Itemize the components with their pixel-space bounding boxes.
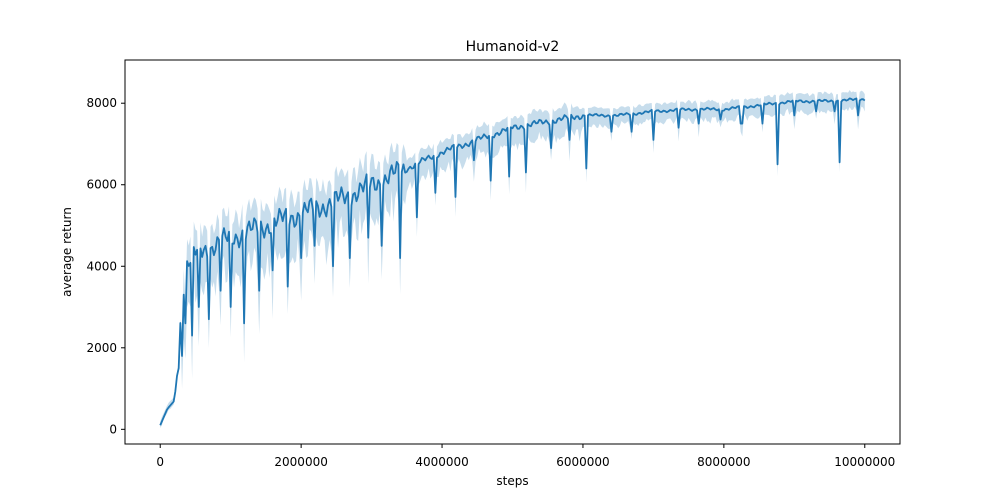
y-tick-label: 4000 bbox=[86, 259, 117, 273]
x-tick-label: 4000000 bbox=[415, 455, 468, 469]
y-tick-label: 6000 bbox=[86, 178, 117, 192]
confidence-band bbox=[160, 90, 865, 428]
y-tick-label: 0 bbox=[109, 422, 117, 436]
axis-ticks: 0 2000000 4000000 6000000 8000000 10000000 0 20… bbox=[86, 96, 895, 469]
x-axis-label: steps bbox=[496, 474, 528, 488]
chart-title: Humanoid-v2 bbox=[466, 39, 560, 55]
x-tick-label: 8000000 bbox=[697, 455, 750, 469]
x-tick-label: 10000000 bbox=[834, 455, 895, 469]
plot-area bbox=[159, 90, 866, 428]
y-tick-label: 8000 bbox=[86, 96, 117, 110]
y-tick-label: 2000 bbox=[86, 341, 117, 355]
y-axis-label: average return bbox=[60, 207, 74, 297]
x-tick-label: 0 bbox=[156, 455, 164, 469]
plot-frame bbox=[124, 59, 901, 445]
series-line bbox=[159, 97, 866, 426]
x-tick-label: 2000000 bbox=[274, 455, 327, 469]
x-tick-label: 6000000 bbox=[556, 455, 609, 469]
